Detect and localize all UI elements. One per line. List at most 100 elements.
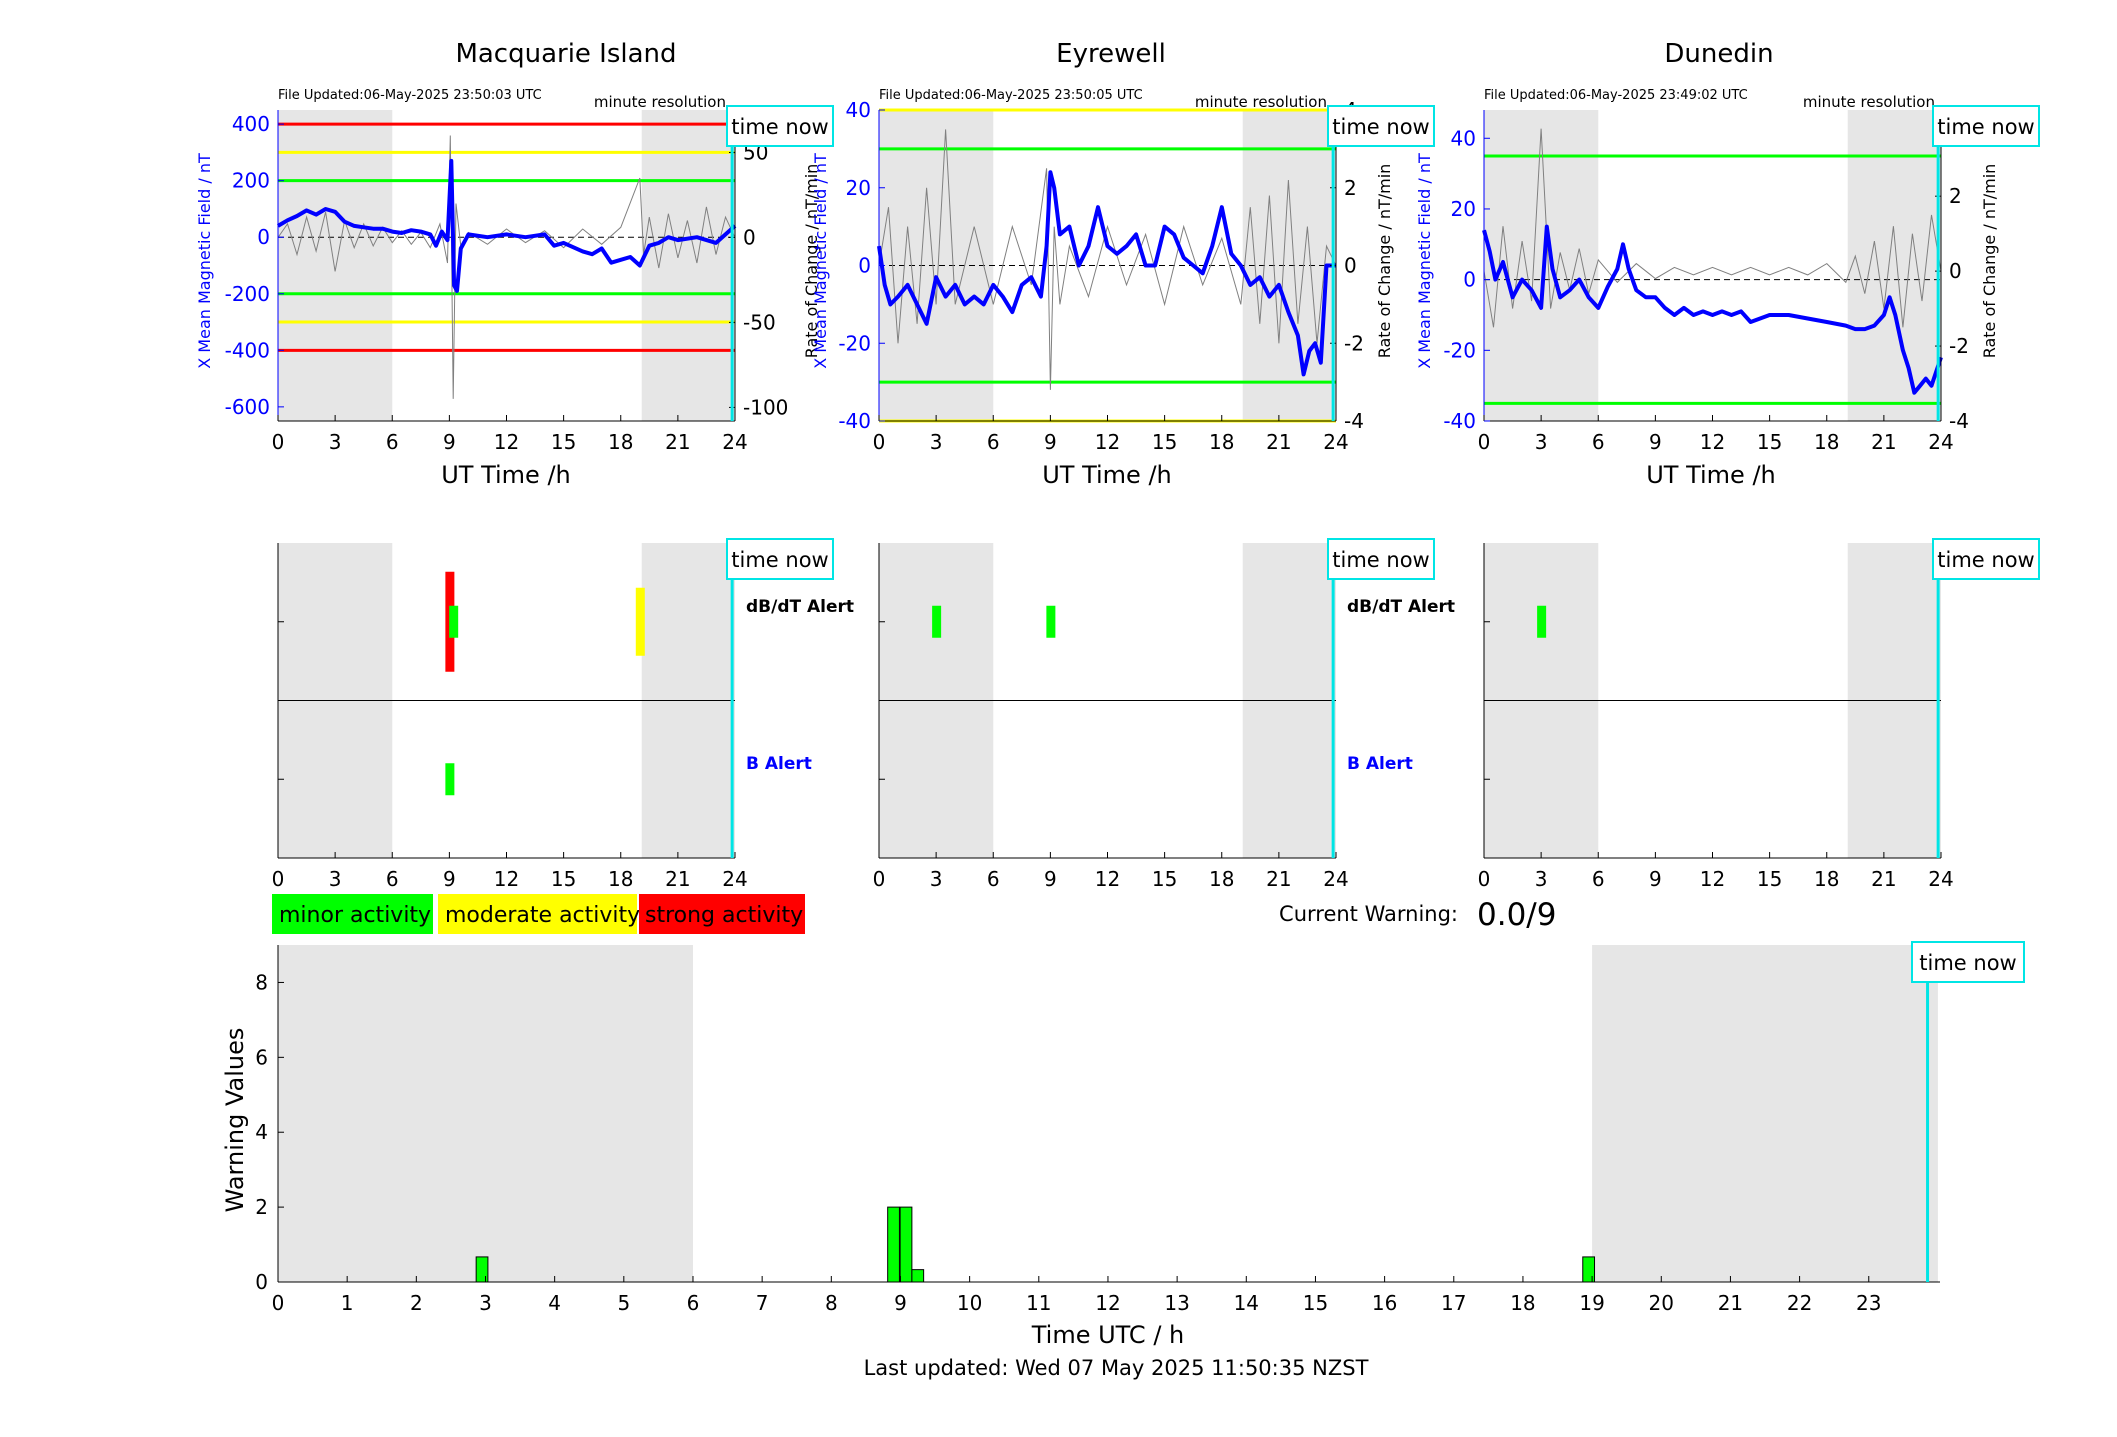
eyrewell-x-tick-label: 0 xyxy=(873,430,886,454)
warning-x-tick-label: 16 xyxy=(1372,1291,1397,1315)
warning-x-tick-label: 13 xyxy=(1164,1291,1189,1315)
warning-x-tick-label: 9 xyxy=(894,1291,907,1315)
macquarie-dbdt-alert-label: dB/dT Alert xyxy=(746,597,854,617)
eyrewell-ylabel-right: Rate of Change / nT/min xyxy=(1375,164,1394,359)
eyrewell-b-alert-label: B Alert xyxy=(1347,754,1413,774)
dunedin-field-series xyxy=(1482,224,1943,395)
dunedin-alert-x-tick-label: 9 xyxy=(1649,867,1662,891)
macquarie-y-tick-label-left: 0 xyxy=(257,225,270,249)
warning-ylabel: Warning Values xyxy=(221,1028,249,1213)
macquarie-title: Macquarie Island xyxy=(455,39,676,69)
dunedin-time-now-box xyxy=(1932,105,2040,147)
dunedin-x-tick-label: 12 xyxy=(1700,430,1725,454)
eyrewell-x-tick-label: 6 xyxy=(987,430,1000,454)
warning-x-tick-label: 8 xyxy=(825,1291,838,1315)
macquarie-x-tick-label: 6 xyxy=(386,430,399,454)
eyrewell-x-tick-label: 3 xyxy=(930,430,943,454)
macquarie-x-tick-label: 9 xyxy=(443,430,456,454)
warning-x-tick-label: 12 xyxy=(1095,1291,1120,1315)
macquarie-x-tick-label: 18 xyxy=(608,430,633,454)
dunedin-x-tick-label: 9 xyxy=(1649,430,1662,454)
eyrewell-field-plot: Eyrewell File Updated:06-May-2025 23:50:… xyxy=(811,39,1435,489)
macquarie-alert-x-tick-label: 12 xyxy=(494,867,519,891)
eyrewell-xlabel: UT Time /h xyxy=(1042,461,1172,489)
eyrewell-alert-x-tick-label: 0 xyxy=(873,867,886,891)
dunedin-file-updated: File Updated:06-May-2025 23:49:02 UTC xyxy=(1484,88,1748,103)
warning-y-tick-label: 6 xyxy=(255,1045,268,1069)
warning-y-tick-label: 0 xyxy=(255,1270,268,1294)
eyrewell-alert-x-tick-label: 18 xyxy=(1209,867,1234,891)
eyrewell-alert-x-tick-label: 21 xyxy=(1266,867,1291,891)
eyrewell-y-tick-label-right: 0 xyxy=(1344,254,1357,278)
eyrewell-y-tick-label-left: 20 xyxy=(846,176,871,200)
eyrewell-resolution: minute resolution xyxy=(1195,93,1327,111)
eyrewell-alert-x-tick-label: 15 xyxy=(1152,867,1177,891)
macquarie-y-tick-label-right: -100 xyxy=(743,395,788,419)
dunedin-alert-time-now-box xyxy=(1932,538,2040,580)
eyrewell-time-now-label: time now xyxy=(1332,115,1429,139)
warning-bar xyxy=(911,1269,925,1283)
macquarie-rate-series xyxy=(277,135,736,399)
dunedin-alert-event-minor xyxy=(1537,605,1547,638)
dunedin-y-tick-label-right: 0 xyxy=(1949,259,1962,283)
dunedin-title: Dunedin xyxy=(1664,39,1773,69)
macquarie-alert-x-tick-label: 21 xyxy=(665,867,690,891)
eyrewell-y-tick-label-left: -40 xyxy=(838,409,871,433)
macquarie-x-tick-label: 12 xyxy=(494,430,519,454)
macquarie-y-tick-label-left: -400 xyxy=(225,338,270,362)
warning-x-tick-label: 22 xyxy=(1787,1291,1812,1315)
macquarie-y-tick-label-left: -600 xyxy=(225,395,270,419)
macquarie-alert-x-tick-label: 15 xyxy=(551,867,576,891)
eyrewell-ylabel-left: X Mean Magnetic Field / nT xyxy=(811,153,830,369)
warning-bar xyxy=(1582,1256,1596,1283)
eyrewell-alert-event-minor xyxy=(932,605,942,638)
eyrewell-field-series xyxy=(877,170,1336,377)
macquarie-ylabel-left: X Mean Magnetic Field / nT xyxy=(195,153,214,369)
eyrewell-night-shading xyxy=(879,110,994,421)
macquarie-time-now-box xyxy=(726,105,834,147)
macquarie-alert-event-moderate xyxy=(635,587,645,656)
dunedin-time-now-label: time now xyxy=(1937,115,2034,139)
dunedin-resolution: minute resolution xyxy=(1803,93,1935,111)
eyrewell-y-tick-label-left: -20 xyxy=(838,331,871,355)
dunedin-alert-x-tick-label: 0 xyxy=(1478,867,1491,891)
macquarie-alert-x-tick-label: 24 xyxy=(722,867,747,891)
warning-x-tick-label: 14 xyxy=(1234,1291,1259,1315)
dunedin-field-plot: Dunedin File Updated:06-May-2025 23:49:0… xyxy=(1415,39,2040,489)
eyrewell-file-updated: File Updated:06-May-2025 23:50:05 UTC xyxy=(879,88,1143,103)
macquarie-b-alert-label: B Alert xyxy=(746,754,812,774)
warning-x-tick-label: 19 xyxy=(1579,1291,1604,1315)
macquarie-file-updated: File Updated:06-May-2025 23:50:03 UTC xyxy=(278,88,542,103)
macquarie-y-tick-label-left: 400 xyxy=(232,112,270,136)
macquarie-field-plot: Macquarie Island File Updated:06-May-202… xyxy=(195,39,834,489)
dunedin-ylabel-left: X Mean Magnetic Field / nT xyxy=(1415,153,1434,369)
eyrewell-dbdt-alert-label: dB/dT Alert xyxy=(1347,597,1455,617)
eyrewell-y-tick-label-left: 40 xyxy=(846,98,871,122)
macquarie-alert-plot: dB/dT Alert B Alert 0 3 6 9 12 15 18 21 24 time n… xyxy=(272,538,854,891)
macquarie-alert-x-tick-label: 6 xyxy=(386,867,399,891)
legend-moderate-label: moderate activity xyxy=(445,903,640,928)
warning-x-tick-label: 18 xyxy=(1510,1291,1535,1315)
eyrewell-y-tick-label-right: 2 xyxy=(1344,176,1357,200)
current-warning-value: 0.0/9 xyxy=(1477,897,1556,933)
eyrewell-alert-x-tick-label: 6 xyxy=(987,867,1000,891)
warning-y-tick-label: 2 xyxy=(255,1195,268,1219)
eyrewell-x-tick-label: 21 xyxy=(1266,430,1291,454)
dunedin-y-tick-label-right: -2 xyxy=(1949,334,1969,358)
dunedin-alert-x-tick-label: 12 xyxy=(1700,867,1725,891)
legend-strong-swatch xyxy=(639,894,805,934)
warning-bar xyxy=(899,1206,913,1283)
dunedin-y-tick-label-right: 2 xyxy=(1949,184,1962,208)
warning-x-tick-label: 1 xyxy=(341,1291,354,1315)
eyrewell-y-tick-label-right: -4 xyxy=(1344,409,1364,433)
macquarie-x-tick-label: 0 xyxy=(272,430,285,454)
warning-bar xyxy=(887,1206,900,1283)
macquarie-alert-x-tick-label: 9 xyxy=(443,867,456,891)
eyrewell-x-tick-label: 15 xyxy=(1152,430,1177,454)
macquarie-time-now-label: time now xyxy=(731,115,828,139)
macquarie-resolution: minute resolution xyxy=(594,93,726,111)
eyrewell-x-tick-label: 18 xyxy=(1209,430,1234,454)
macquarie-field-series xyxy=(276,158,737,293)
macquarie-alert-time-now-box xyxy=(726,538,834,580)
